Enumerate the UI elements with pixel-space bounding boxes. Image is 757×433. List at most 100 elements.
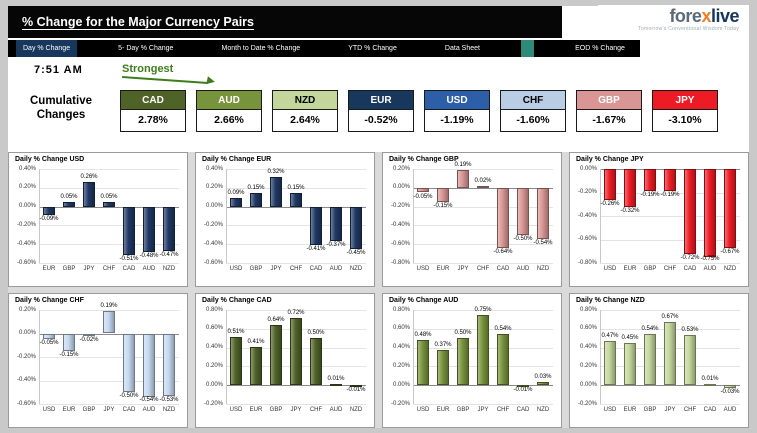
currency-code-usd: USD	[425, 91, 489, 110]
bar-usd-vs-gbp	[63, 201, 75, 207]
gridline	[39, 404, 179, 405]
bar-value-label: -0.51%	[119, 255, 139, 262]
chart-usd: Daily % Change USD 0.40% 0.20% 0.00% -0.20% -…	[8, 152, 188, 287]
cumulative-box-jpy: JPY -3.10%	[652, 90, 718, 132]
y-tick-label: -0.60%	[390, 240, 410, 247]
bar-value-label: -0.54%	[139, 397, 159, 403]
gridline	[600, 239, 740, 241]
currency-code-gbp: GBP	[577, 91, 641, 110]
cumulative-box-gbp: GBP -1.67%	[576, 90, 642, 132]
y-tick-label: 0.00%	[579, 381, 597, 388]
cumulative-value-usd: -1.19%	[440, 114, 474, 126]
tab-ytd-change[interactable]: YTD % Change	[348, 45, 397, 52]
gridline	[600, 192, 740, 194]
y-tick-label: -0.40%	[16, 377, 36, 383]
logo-part-x: x	[701, 6, 711, 26]
currency-code-chf: CHF	[501, 91, 565, 110]
bar-value-label: 0.03%	[534, 374, 552, 381]
x-axis-label: AUD	[142, 407, 156, 413]
tab-data-sheet[interactable]: Data Sheet	[444, 45, 480, 52]
bar-value-label: 0.64%	[267, 317, 285, 324]
bar-value-label: -0.75%	[700, 256, 720, 262]
bar-jpy-vs-usd	[604, 169, 616, 200]
cumulative-value-eur: -0.52%	[364, 114, 398, 126]
bar-value-label: 0.50%	[454, 330, 472, 337]
gridline	[39, 310, 179, 311]
bar-value-label: 0.45%	[621, 334, 639, 341]
bar-chf-vs-nzd	[163, 333, 175, 396]
y-tick-label: -0.40%	[577, 212, 597, 219]
cumulative-value-chf: -1.60%	[516, 114, 550, 126]
x-axis-label: CAD	[516, 407, 530, 413]
cumulative-value-aud: 2.66%	[214, 114, 244, 126]
bar-gbp-vs-cad	[497, 187, 509, 248]
bar-gbp-vs-nzd	[537, 187, 549, 239]
bar-value-label: -0.53%	[159, 396, 179, 403]
x-axis-label: CHF	[309, 407, 323, 413]
y-tick-label: -0.60%	[16, 259, 36, 266]
y-tick-label: 0.40%	[392, 344, 410, 351]
x-axis-label: JPY	[664, 407, 676, 413]
y-axis	[226, 310, 227, 404]
bar-value-label: 0.41%	[247, 338, 265, 345]
x-axis-label: GBP	[249, 266, 263, 272]
x-axis-label: EUR	[42, 266, 56, 272]
bar-value-label: 0.01%	[701, 376, 719, 383]
x-axis-label: CAD	[703, 407, 717, 413]
y-axis	[413, 169, 414, 263]
chart-title: Daily % Change USD	[15, 156, 85, 163]
bar-value-label: -0.32%	[620, 207, 640, 214]
bar-chf-vs-cad	[123, 333, 135, 393]
bar-value-label: 0.47%	[601, 333, 619, 340]
bar-chf-vs-usd	[43, 333, 55, 340]
bar-value-label: 0.53%	[681, 327, 699, 334]
gridline	[226, 263, 366, 264]
tab-5-day-change[interactable]: 5- Day % Change	[118, 45, 174, 52]
y-axis	[600, 310, 601, 404]
x-axis-label: CAD	[122, 407, 136, 413]
x-axis-label: EUR	[249, 407, 263, 413]
x-axis-label: USD	[229, 407, 243, 413]
bar-chf-vs-jpy	[103, 311, 115, 334]
x-axis-label: GBP	[456, 407, 470, 413]
y-tick-label: -0.40%	[203, 240, 223, 247]
gridline	[39, 225, 179, 227]
tab-day-change[interactable]: Day % Change	[16, 40, 78, 57]
cumulative-box-chf: CHF -1.60%	[500, 90, 566, 132]
y-tick-label: -0.20%	[577, 400, 597, 407]
bar-value-label: -0.67%	[720, 248, 740, 255]
gridline	[226, 225, 366, 227]
chart-aud: Daily % Change AUD 0.80% 0.60% 0.40% 0.20% 0.…	[382, 293, 562, 428]
x-axis-label: AUD	[329, 407, 343, 413]
bar-usd-vs-nzd	[163, 206, 175, 251]
cumulative-changes-label: Cumulative Changes	[6, 94, 116, 122]
tab-month-to-date-change[interactable]: Month to Date % Change	[221, 45, 301, 52]
bar-value-label: -0.50%	[119, 393, 139, 400]
bar-value-label: 0.05%	[60, 193, 78, 200]
gridline	[226, 187, 366, 189]
gridline	[413, 244, 553, 246]
x-axis-label: JPY	[83, 266, 95, 272]
logo-part-fore: fore	[669, 6, 702, 26]
gridline	[413, 225, 553, 227]
y-tick-label: -0.20%	[390, 400, 410, 407]
y-tick-label: 0.40%	[18, 165, 36, 172]
x-axis-label: CHF	[476, 266, 490, 272]
y-tick-label: -0.40%	[16, 240, 36, 247]
y-axis	[226, 169, 227, 263]
logo-part-live: live	[710, 6, 740, 26]
tab-eod-change[interactable]: EOD % Change	[575, 45, 625, 52]
chart-jpy: Daily % Change JPY 0.00% -0.20% -0.40% -0.60…	[569, 152, 749, 287]
y-tick-label: 0.00%	[392, 381, 410, 388]
gridline	[600, 385, 740, 387]
y-tick-label: 0.40%	[205, 344, 223, 351]
bar-value-label: -0.50%	[513, 235, 533, 242]
bar-aud-vs-eur	[437, 350, 449, 386]
forexlive-logo: forexlive Tomorrow's Conventional Wisdom…	[598, 5, 749, 38]
chart-eur: Daily % Change EUR 0.40% 0.20% 0.00% -0.20% -…	[195, 152, 375, 287]
bar-value-label: -0.05%	[39, 340, 59, 347]
bar-value-label: -0.02%	[79, 336, 99, 343]
y-tick-label: -0.80%	[390, 259, 410, 266]
bar-value-label: 0.51%	[227, 329, 245, 336]
bar-chf-vs-gbp	[83, 333, 95, 336]
